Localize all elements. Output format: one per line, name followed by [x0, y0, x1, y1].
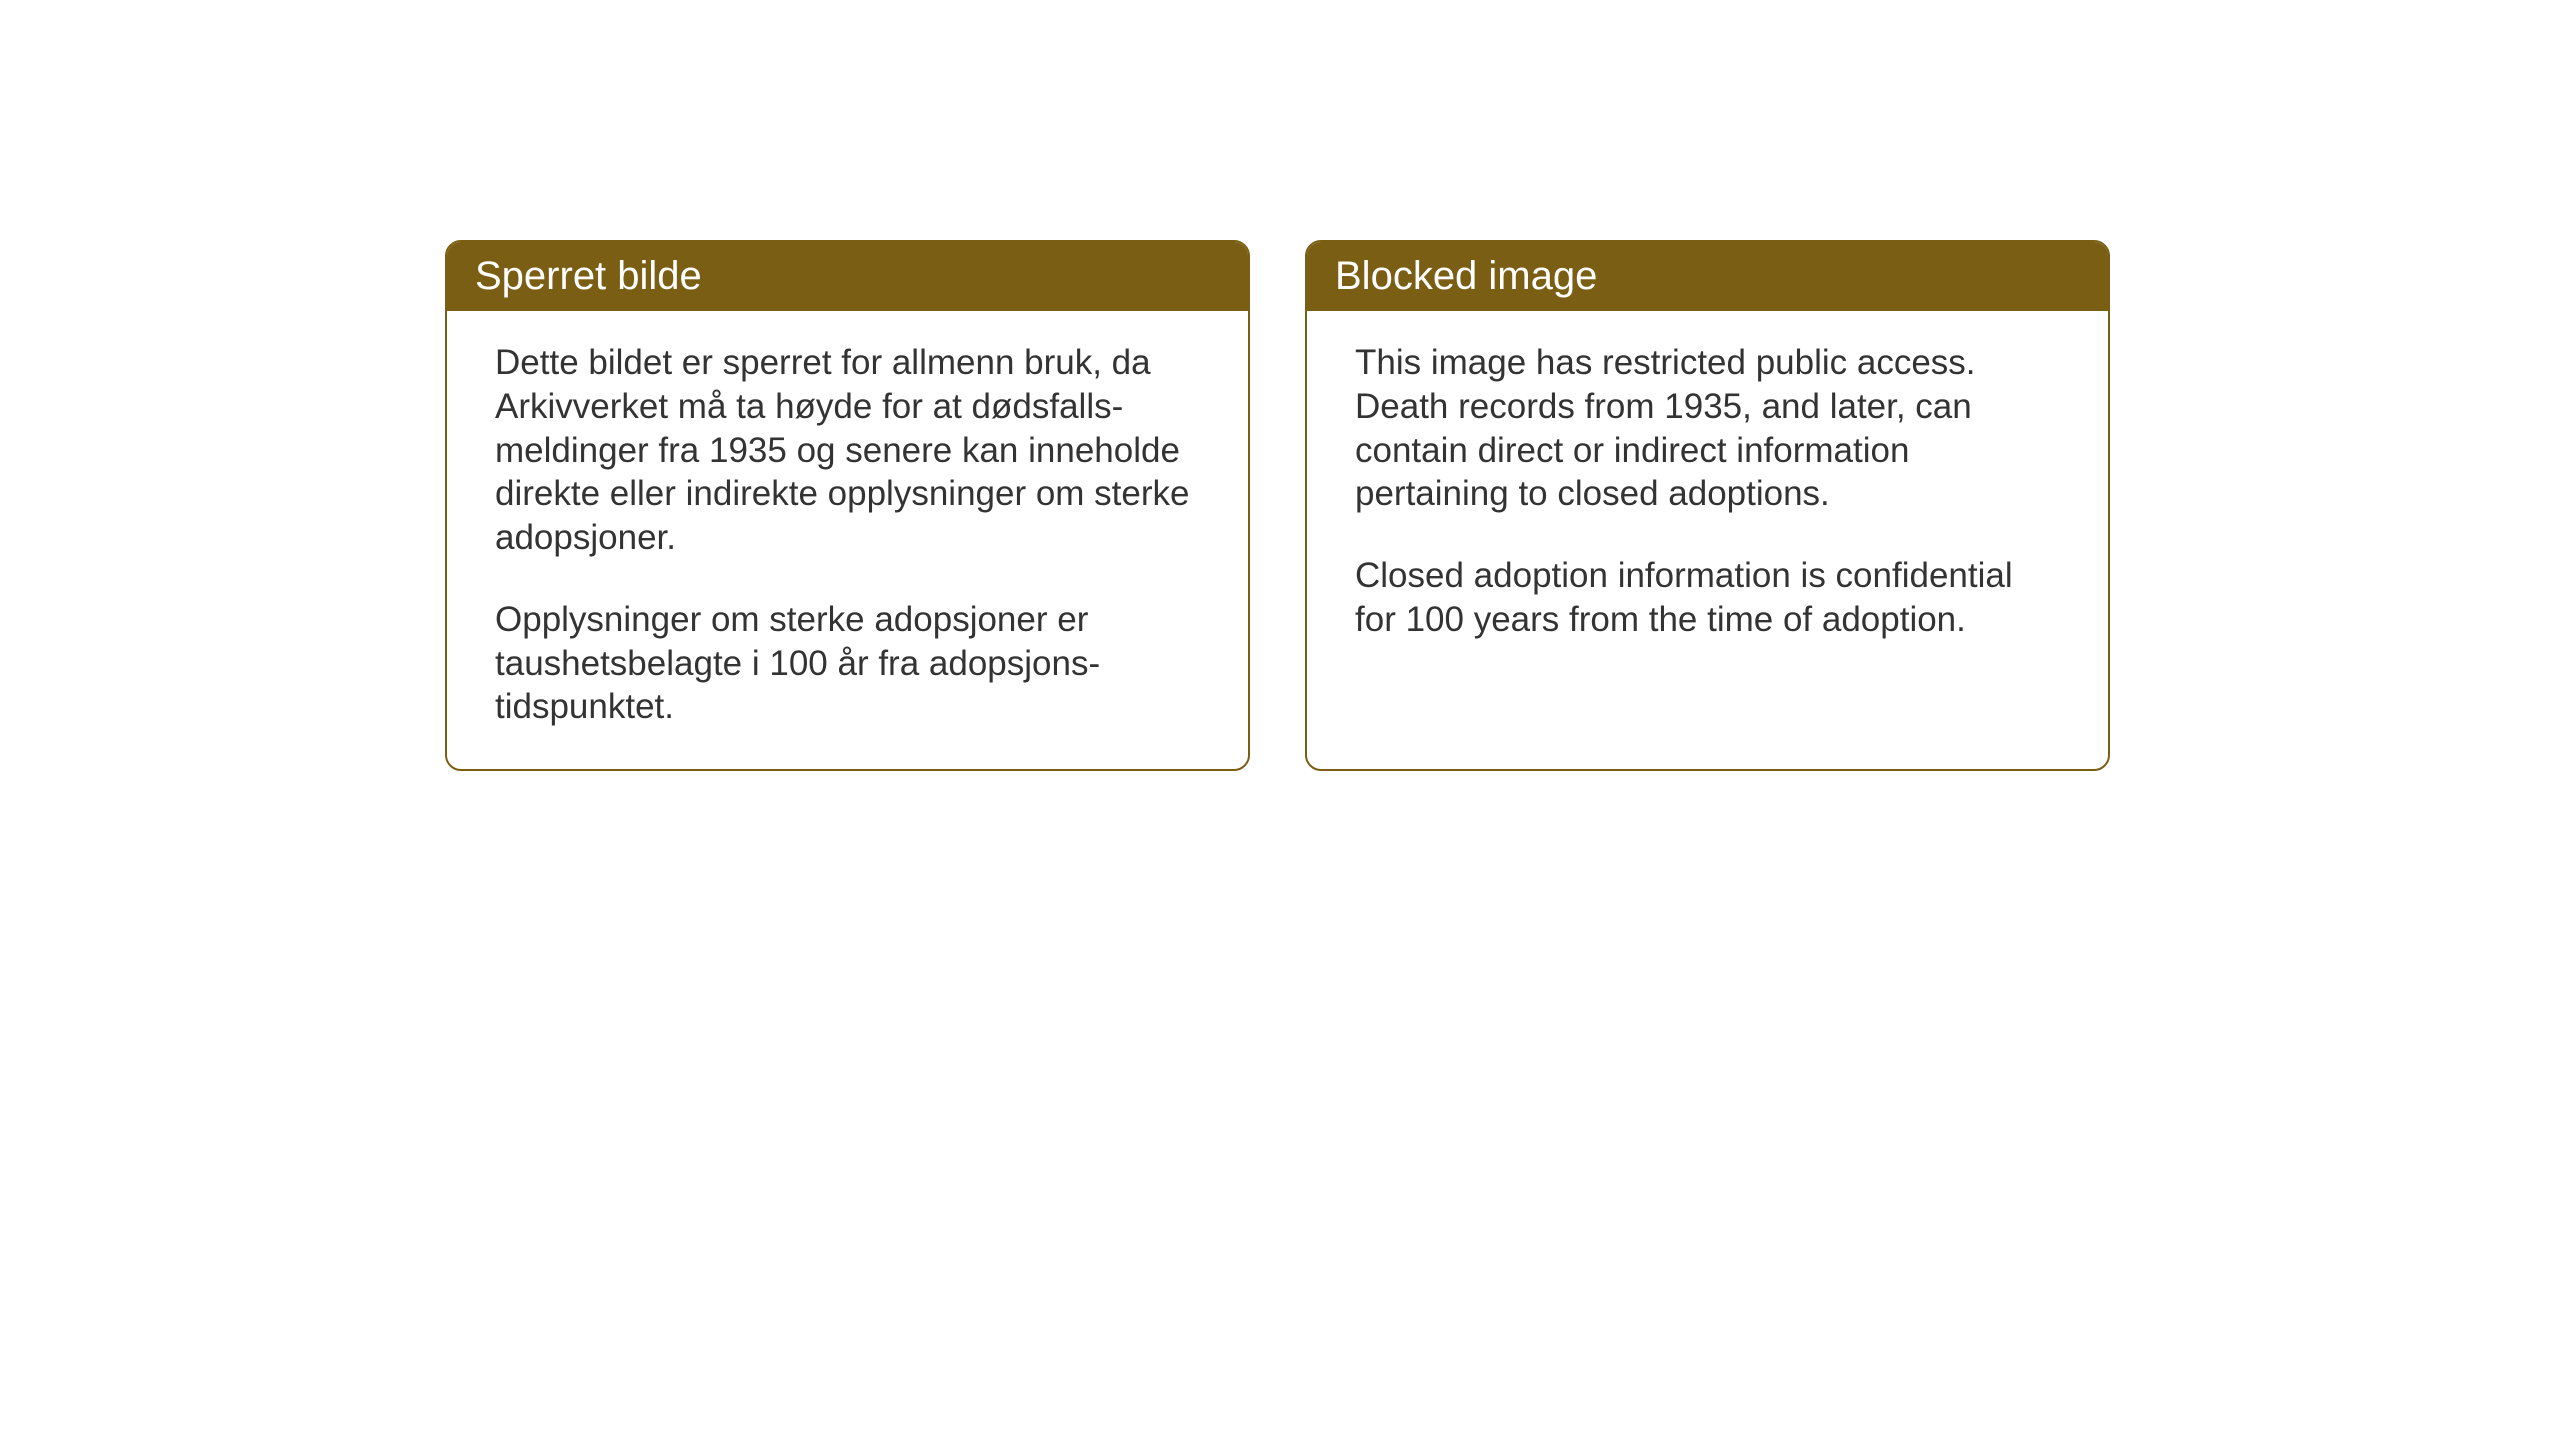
notice-paragraph: Closed adoption information is confident…: [1355, 554, 2060, 642]
notice-title: Sperret bilde: [475, 254, 702, 298]
notice-card-english: Blocked image This image has restricted …: [1305, 240, 2110, 771]
notice-card-header: Blocked image: [1307, 242, 2108, 311]
notice-paragraph: Dette bildet er sperret for allmenn bruk…: [495, 341, 1200, 560]
notice-paragraph: Opplysninger om sterke adopsjoner er tau…: [495, 598, 1200, 729]
notice-card-body: Dette bildet er sperret for allmenn bruk…: [447, 311, 1248, 769]
notice-card-header: Sperret bilde: [447, 242, 1248, 311]
notice-card-norwegian: Sperret bilde Dette bildet er sperret fo…: [445, 240, 1250, 771]
notice-paragraph: This image has restricted public access.…: [1355, 341, 2060, 516]
notice-cards-container: Sperret bilde Dette bildet er sperret fo…: [445, 240, 2110, 771]
notice-card-body: This image has restricted public access.…: [1307, 311, 2108, 756]
notice-title: Blocked image: [1335, 254, 1597, 298]
